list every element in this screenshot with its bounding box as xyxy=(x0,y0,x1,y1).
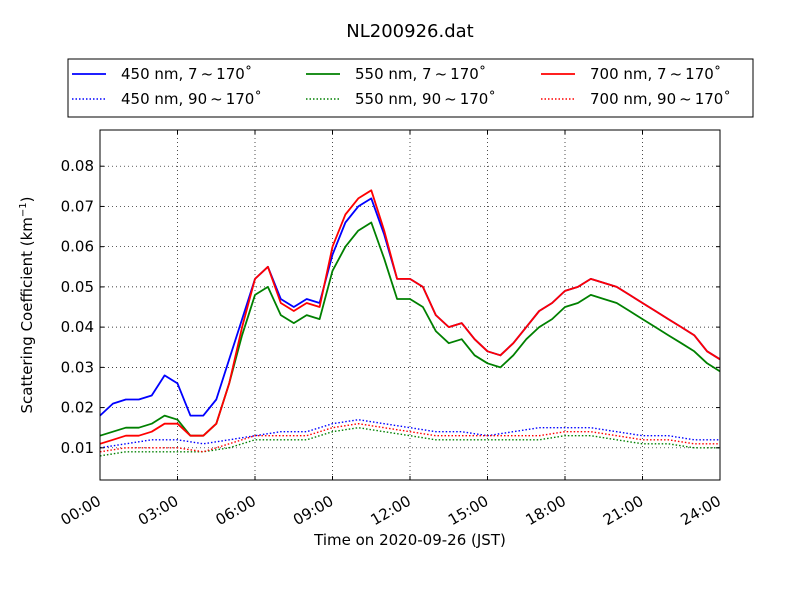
plot-area: 00:00 03:00 06:00 09:00 12:00 15:00 18:00 21:00… xyxy=(58,129,724,529)
y-tick-label: 0.08 xyxy=(61,157,94,175)
x-tick-label: 12:00 xyxy=(368,492,414,529)
y-tick-label: 0.06 xyxy=(61,238,94,256)
series-line-2 xyxy=(99,189,721,445)
y-tick-label: 0.05 xyxy=(61,278,94,296)
x-tick-label: 00:00 xyxy=(58,492,104,529)
x-tick-label: 15:00 xyxy=(445,492,491,529)
legend: 450 nm, 7 ~ 170˚ 550 nm, 7 ~ 170˚ 700 nm, … xyxy=(67,58,754,118)
y-axis-label-superscript: −1 xyxy=(18,202,29,217)
y-tick-label: 0.03 xyxy=(61,358,94,376)
y-tick-label: 0.07 xyxy=(61,197,94,215)
x-tick-label: 09:00 xyxy=(290,492,336,529)
series-line-4 xyxy=(99,427,720,457)
legend-label: 450 nm, 90 ~ 170˚ xyxy=(121,90,262,108)
legend-label: 550 nm, 90 ~ 170˚ xyxy=(355,90,496,108)
y-axis-label-close: ) xyxy=(18,196,36,202)
x-tick-label: 03:00 xyxy=(135,492,181,529)
legend-label: 700 nm, 90 ~ 170˚ xyxy=(590,90,731,108)
x-tick-label: 18:00 xyxy=(523,492,569,529)
y-axis-label: Scattering Coefficient (km−1) xyxy=(18,196,36,413)
y-tick-label: 0.04 xyxy=(61,318,94,336)
legend-label: 450 nm, 7 ~ 170˚ xyxy=(121,65,252,83)
legend-label: 700 nm, 7 ~ 170˚ xyxy=(590,65,721,83)
legend-frame xyxy=(67,58,754,118)
y-tick-label: 0.02 xyxy=(61,399,94,417)
x-tick-label: 24:00 xyxy=(678,492,724,529)
y-tick-label: 0.01 xyxy=(61,439,94,457)
series-line-3 xyxy=(99,419,720,449)
chart-title: NL200926.dat xyxy=(346,21,473,42)
legend-label: 550 nm, 7 ~ 170˚ xyxy=(355,65,486,83)
series-line-5 xyxy=(99,423,720,453)
plot-background xyxy=(100,130,720,480)
x-tick-label: 06:00 xyxy=(213,492,259,529)
x-axis-label: Time on 2020-09-26 (JST) xyxy=(313,531,506,549)
x-tick-label: 21:00 xyxy=(600,492,646,529)
y-axis-label-main: Scattering Coefficient (km xyxy=(18,217,36,413)
